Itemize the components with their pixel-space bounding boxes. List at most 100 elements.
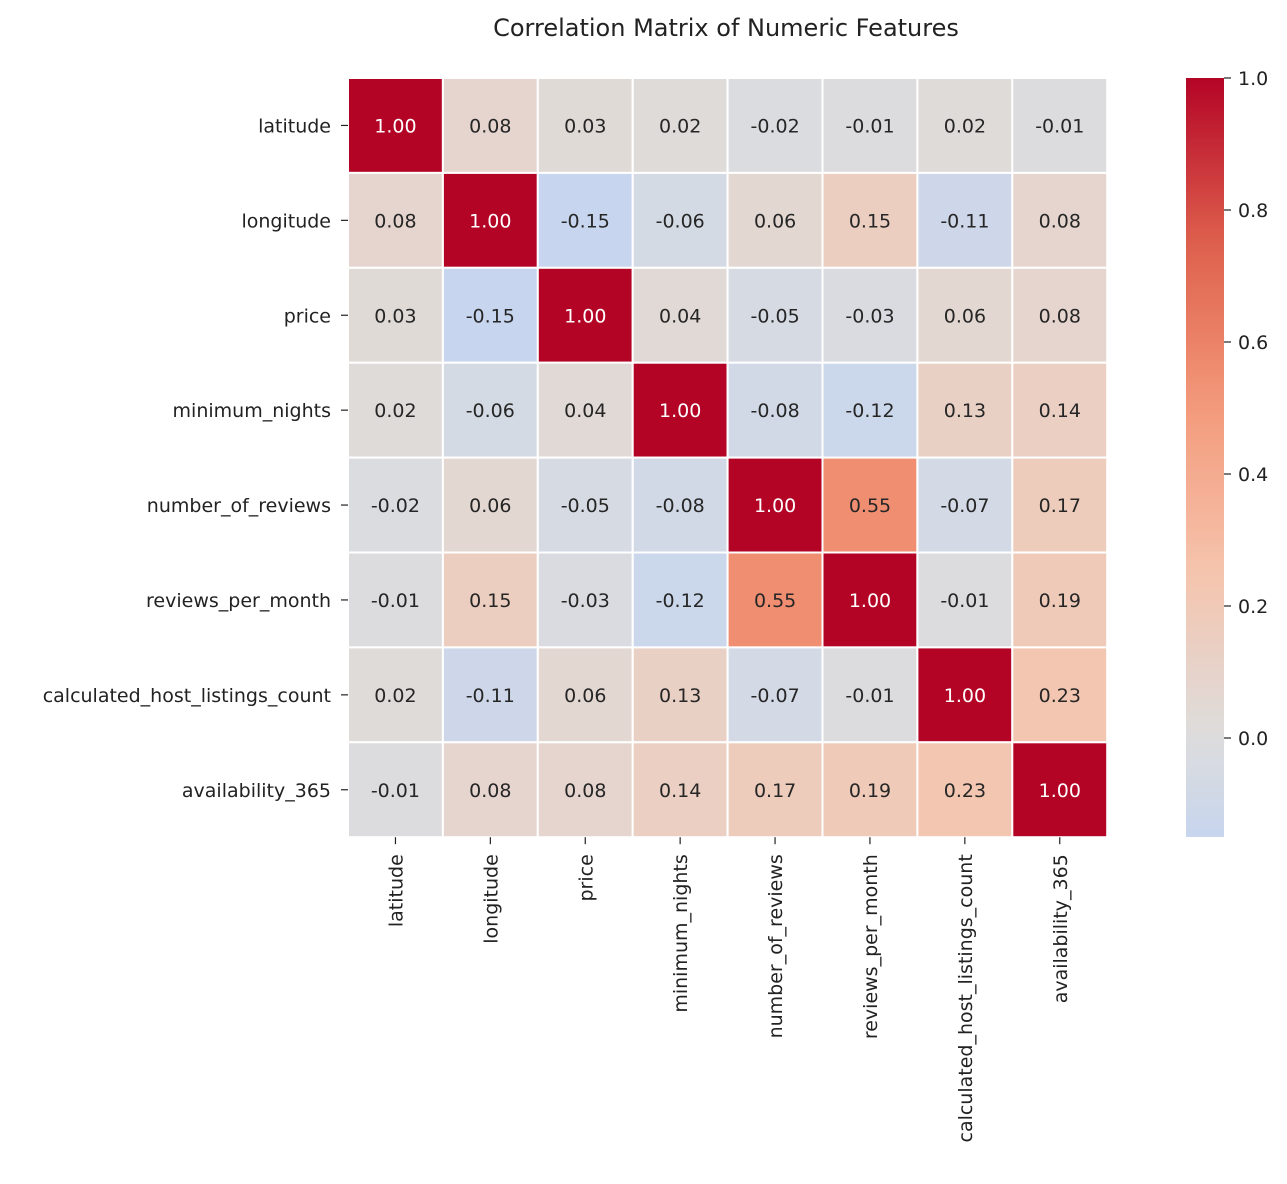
cell-value-label: 0.04 bbox=[659, 305, 701, 327]
heatmap-cell bbox=[536, 266, 634, 364]
cell-value-label: -0.06 bbox=[466, 400, 515, 422]
heatmap-cell bbox=[536, 551, 634, 649]
colorbar-tick-label: 0.2 bbox=[1238, 596, 1268, 618]
cell-value-label: 0.17 bbox=[1039, 495, 1081, 517]
cell-value-label: -0.11 bbox=[940, 210, 989, 232]
heatmap-cell bbox=[631, 171, 729, 269]
cell-value-label: -0.03 bbox=[845, 305, 894, 327]
colorbar-tick-label: 0.6 bbox=[1238, 332, 1268, 354]
heatmap-cell bbox=[347, 646, 444, 744]
cell-value-label: 0.06 bbox=[564, 685, 606, 707]
heatmap-cell bbox=[536, 361, 634, 459]
cell-value-label: -0.11 bbox=[466, 685, 515, 707]
cell-value-label: 1.00 bbox=[469, 210, 511, 232]
cell-value-label: 0.19 bbox=[849, 780, 891, 802]
heatmap-cell bbox=[441, 646, 539, 744]
cell-value-label: -0.08 bbox=[656, 495, 705, 517]
cell-value-label: -0.05 bbox=[561, 495, 610, 517]
cell-value-label: 0.15 bbox=[849, 210, 891, 232]
cell-value-label: 1.00 bbox=[374, 115, 416, 137]
cell-value-label: -0.02 bbox=[371, 495, 420, 517]
colorbar-gradient bbox=[1186, 78, 1224, 837]
column-tick-label: latitude bbox=[385, 854, 407, 927]
heatmap-cell bbox=[821, 266, 919, 364]
column-tick-label: number_of_reviews bbox=[765, 854, 787, 1038]
cell-value-label: 0.15 bbox=[469, 590, 511, 612]
cell-value-label: 1.00 bbox=[944, 685, 986, 707]
row-tick-labels: latitude longitude price minimum_nightsnumb… bbox=[43, 115, 348, 802]
heatmap-cells bbox=[347, 77, 1109, 839]
cell-value-label: -0.01 bbox=[845, 115, 894, 137]
chart-title: Correlation Matrix of Numeric Features bbox=[493, 14, 959, 42]
cell-value-label: 0.17 bbox=[754, 780, 796, 802]
cell-value-label: -0.02 bbox=[751, 115, 800, 137]
heatmap-cell bbox=[821, 646, 919, 744]
cell-value-label: 0.55 bbox=[754, 590, 796, 612]
cell-value-label: -0.15 bbox=[466, 305, 515, 327]
heatmap-cell bbox=[1011, 171, 1109, 269]
heatmap-cell bbox=[821, 171, 919, 269]
cell-value-label: -0.01 bbox=[371, 780, 420, 802]
cell-value-label: -0.01 bbox=[940, 590, 989, 612]
colorbar: 0.0 0.2 0.4 0.6 0.8 1.0 bbox=[1186, 68, 1268, 837]
heatmap-cell bbox=[1011, 456, 1109, 554]
heatmap-cell bbox=[916, 551, 1014, 649]
cell-value-label: 1.00 bbox=[659, 400, 701, 422]
cell-value-label: -0.06 bbox=[656, 210, 705, 232]
heatmap-cell bbox=[347, 77, 444, 174]
heatmap-cell bbox=[441, 171, 539, 269]
heatmap-cell bbox=[916, 266, 1014, 364]
heatmap-cell bbox=[631, 361, 729, 459]
column-tick-label: price bbox=[575, 854, 597, 901]
cell-value-label: 0.23 bbox=[1039, 685, 1081, 707]
column-tick-label: calculated_host_listings_count bbox=[955, 854, 977, 1142]
heatmap-cell bbox=[631, 266, 729, 364]
heatmap-cell bbox=[916, 361, 1014, 459]
heatmap-cell bbox=[726, 551, 824, 649]
cell-value-label: -0.08 bbox=[751, 400, 800, 422]
heatmap-cell bbox=[916, 646, 1014, 744]
heatmap-cell bbox=[1011, 741, 1109, 839]
cell-value-label: 0.13 bbox=[944, 400, 986, 422]
cell-value-label: -0.01 bbox=[371, 590, 420, 612]
heatmap-cell bbox=[916, 456, 1014, 554]
cell-value-label: 0.02 bbox=[374, 400, 416, 422]
cell-value-label: 0.04 bbox=[564, 400, 606, 422]
cell-value-label: -0.01 bbox=[1035, 115, 1084, 137]
heatmap-cell bbox=[631, 456, 729, 554]
cell-value-label: -0.15 bbox=[561, 210, 610, 232]
heatmap-cell bbox=[536, 77, 634, 174]
cell-value-label: 0.08 bbox=[564, 780, 606, 802]
colorbar-tick-label: 1.0 bbox=[1238, 68, 1268, 90]
cell-value-label: 0.08 bbox=[1039, 305, 1081, 327]
heatmap-cell bbox=[821, 551, 919, 649]
cell-value-label: 0.08 bbox=[469, 780, 511, 802]
colorbar-tick-label: 0.8 bbox=[1238, 200, 1268, 222]
cell-value-label: -0.07 bbox=[940, 495, 989, 517]
colorbar-tick-label: 0.0 bbox=[1238, 728, 1268, 750]
row-tick-label: calculated_host_listings_count bbox=[43, 685, 331, 707]
column-tick-label: longitude bbox=[480, 854, 502, 944]
heatmap-cell bbox=[1011, 646, 1109, 744]
cell-value-label: -0.03 bbox=[561, 590, 610, 612]
heatmap-cell bbox=[536, 741, 634, 839]
cell-value-label: 0.03 bbox=[564, 115, 606, 137]
heatmap-cell bbox=[726, 266, 824, 364]
column-tick-label: reviews_per_month bbox=[860, 854, 882, 1039]
cell-value-label: -0.12 bbox=[656, 590, 705, 612]
cell-value-label: 1.00 bbox=[564, 305, 606, 327]
colorbar-tick-label: 0.4 bbox=[1238, 464, 1268, 486]
column-tick-label: availability_365 bbox=[1050, 854, 1072, 1003]
cell-value-label: 0.02 bbox=[944, 115, 986, 137]
heatmap-cell bbox=[726, 646, 824, 744]
cell-value-label: 1.00 bbox=[754, 495, 796, 517]
heatmap-cell bbox=[726, 361, 824, 459]
row-tick-label: longitude bbox=[241, 210, 331, 232]
heatmap-cell-labels: 1.00 0.08 0.03 0.02 -0.02 -0.01 0.02 -0.01 0.08 1… bbox=[371, 115, 1085, 801]
cell-value-label: 0.13 bbox=[659, 685, 701, 707]
row-tick-label: minimum_nights bbox=[173, 400, 331, 422]
cell-value-label: 0.06 bbox=[754, 210, 796, 232]
cell-value-label: 0.19 bbox=[1039, 590, 1081, 612]
cell-value-label: 0.02 bbox=[659, 115, 701, 137]
